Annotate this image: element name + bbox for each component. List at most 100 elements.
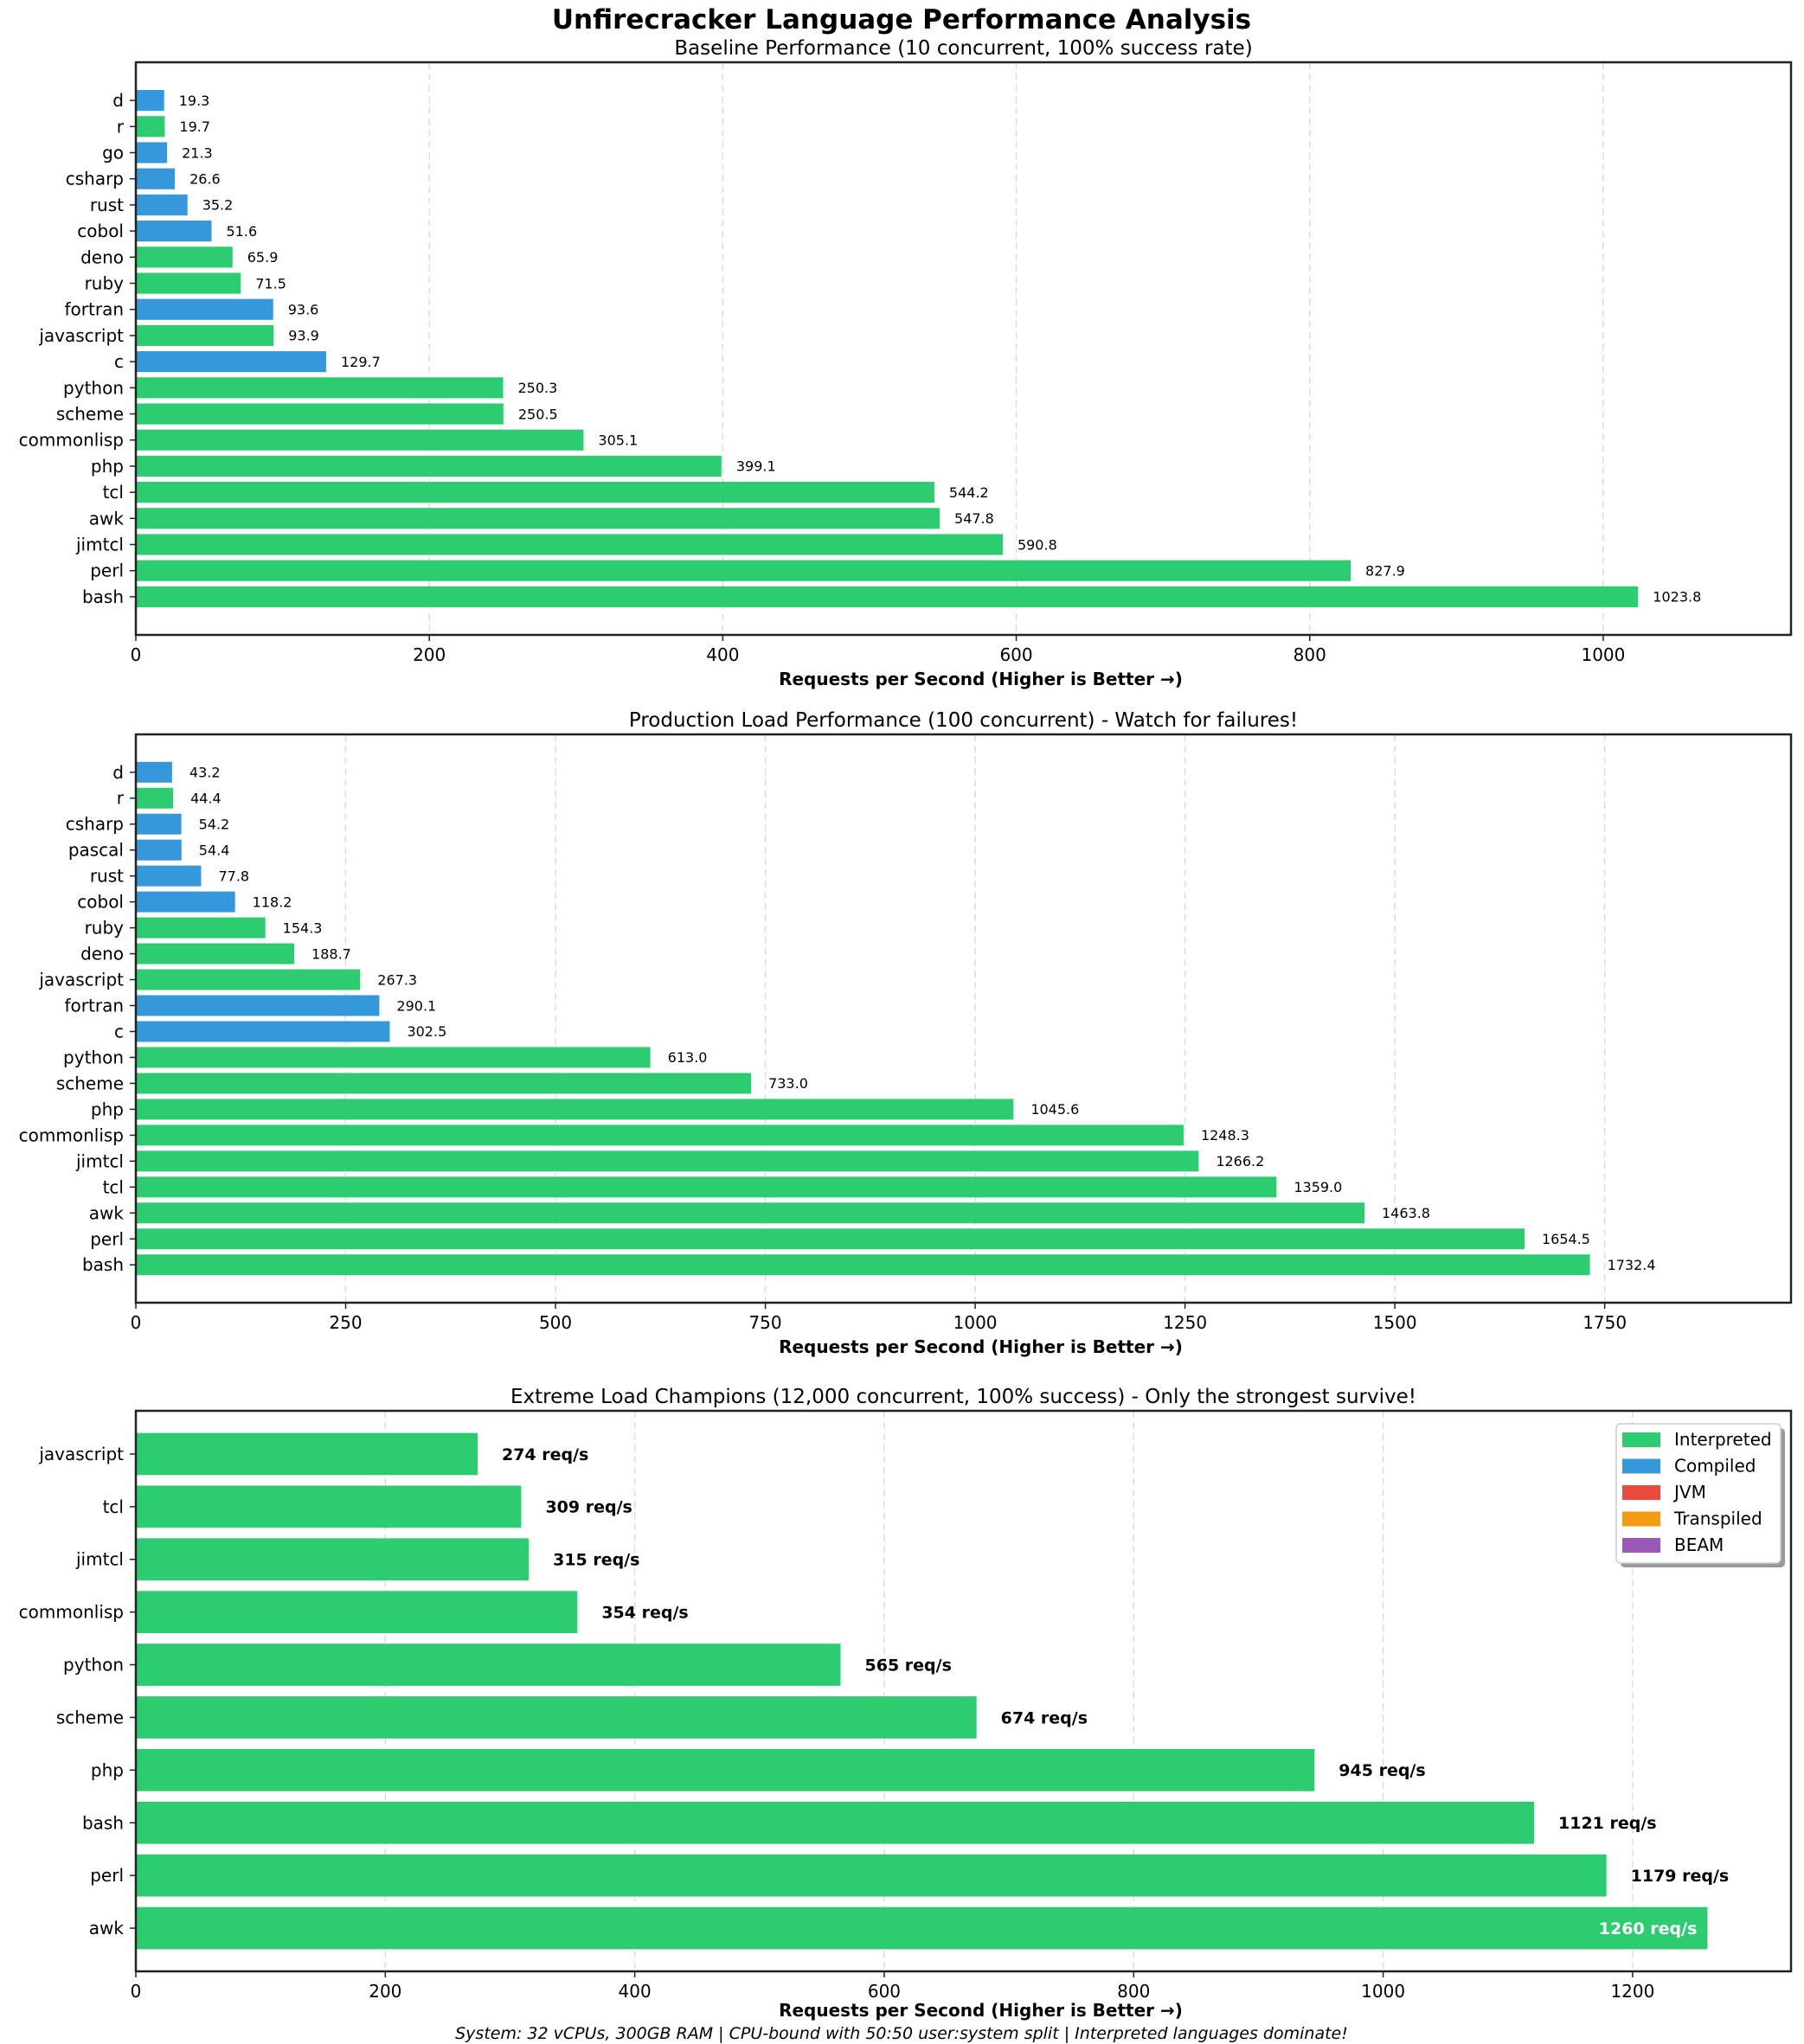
bar-r <box>136 787 174 809</box>
legend-swatch-beam <box>1622 1538 1660 1553</box>
category-label: commonlisp <box>19 1125 124 1145</box>
chart-1: 19.3 d 19.7 r 21.3 go 26.6 csharp 35.2 rust 51.6 co… <box>19 37 1793 689</box>
bar-tcl <box>136 1485 522 1528</box>
axes-frame <box>134 61 1793 637</box>
value-label: 26.6 <box>189 170 221 187</box>
value-label: 44.4 <box>190 790 221 806</box>
x-tick-label: 1000 <box>953 1312 998 1333</box>
bar-scheme <box>136 1696 977 1739</box>
category-label: csharp <box>66 169 124 189</box>
x-tick-label: 400 <box>706 644 739 665</box>
x-tick-label: 1500 <box>1373 1312 1417 1333</box>
bar-r <box>136 116 165 138</box>
bar-javascript <box>136 324 274 346</box>
bar-awk <box>136 1906 1708 1950</box>
legend-label: Interpreted <box>1674 1429 1772 1450</box>
x-tick-label: 250 <box>329 1312 362 1333</box>
value-label: 267.3 <box>377 971 417 988</box>
value-label: 1260 req/s <box>1599 1919 1698 1938</box>
value-label: 674 req/s <box>1001 1708 1088 1727</box>
chart-3: 274 req/s javascript 309 req/s tcl 315 req/s… <box>19 1386 1793 2021</box>
x-tick-label: 800 <box>1294 644 1326 665</box>
axes-frame <box>134 1409 1793 1973</box>
bar-rust <box>136 194 188 215</box>
bar-ruby <box>136 917 266 939</box>
chart-2: 43.2 d 44.4 r 54.2 csharp 54.4 pascal 77.8 rust 11… <box>19 709 1793 1357</box>
x-tick-label: 800 <box>1117 1981 1150 2002</box>
category-label: python <box>63 1655 124 1676</box>
x-tick-label: 0 <box>131 1981 142 2002</box>
category-label: scheme <box>56 1707 124 1727</box>
value-label: 118.2 <box>253 894 292 910</box>
value-label: 35.2 <box>202 197 234 214</box>
chart-title: Baseline Performance (10 concurrent, 100… <box>674 37 1252 60</box>
category-label: bash <box>82 586 124 607</box>
value-label: 547.8 <box>954 510 994 527</box>
bar-csharp <box>136 813 182 835</box>
bar-go <box>136 142 168 163</box>
bar-python <box>136 377 504 399</box>
bar-perl <box>136 560 1351 581</box>
legend-swatch-jvm <box>1622 1485 1660 1500</box>
value-label: 354 req/s <box>601 1603 688 1622</box>
bar-php <box>136 1099 1014 1120</box>
legend: Interpreted Compiled JVM Transpiled BEAM <box>1615 1423 1785 1567</box>
axes-frame <box>134 733 1793 1304</box>
bar-d <box>136 761 172 783</box>
category-label: d <box>112 90 124 111</box>
category-label: php <box>91 1099 124 1119</box>
bar-commonlisp <box>136 1591 578 1634</box>
chart-title: Extreme Load Champions (12,000 concurren… <box>510 1386 1416 1408</box>
bar-bash <box>136 1254 1590 1276</box>
bar-perl <box>136 1854 1607 1897</box>
category-label: jimtcl <box>75 535 124 555</box>
bar-pascal <box>136 839 182 861</box>
x-tick-label: 500 <box>539 1312 572 1333</box>
value-label: 65.9 <box>247 249 279 266</box>
bar-scheme <box>136 403 504 425</box>
x-tick-label: 1750 <box>1583 1312 1627 1333</box>
category-label: tcl <box>103 1496 124 1517</box>
category-label: ruby <box>85 918 125 939</box>
value-label: 1023.8 <box>1653 589 1701 606</box>
category-label: r <box>117 116 125 137</box>
bar-tcl <box>136 482 934 503</box>
value-label: 1121 req/s <box>1558 1814 1657 1833</box>
x-tick-label: 200 <box>369 1981 401 2002</box>
bar-c <box>136 1021 390 1042</box>
category-label: perl <box>90 561 124 581</box>
category-label: jimtcl <box>75 1549 124 1570</box>
value-label: 945 req/s <box>1339 1761 1425 1780</box>
x-axis-label: Requests per Second (Higher is Better →) <box>779 2000 1183 2021</box>
bar-deno <box>136 943 295 964</box>
bar-bash <box>136 1801 1535 1844</box>
bar-deno <box>136 247 233 268</box>
bar-jimtcl <box>136 1150 1199 1172</box>
value-label: 1654.5 <box>1542 1231 1590 1247</box>
category-label: bash <box>82 1254 124 1275</box>
x-tick-label: 750 <box>748 1312 781 1333</box>
bar-fortran <box>136 995 380 1016</box>
bar-awk <box>136 508 941 529</box>
value-label: 613.0 <box>668 1049 708 1066</box>
value-label: 19.7 <box>179 119 210 135</box>
legend-label: BEAM <box>1674 1535 1724 1555</box>
value-label: 93.9 <box>288 328 319 344</box>
category-label: d <box>112 762 124 783</box>
value-label: 43.2 <box>189 765 221 781</box>
category-label: r <box>117 788 125 809</box>
category-label: javascript <box>38 970 124 990</box>
bar-scheme <box>136 1073 752 1094</box>
legend-label: Transpiled <box>1673 1509 1762 1529</box>
bar-rust <box>136 865 202 887</box>
category-label: python <box>63 1047 124 1067</box>
bar-php <box>136 455 722 477</box>
category-label: cobol <box>77 221 124 241</box>
value-label: 733.0 <box>768 1075 808 1092</box>
x-tick-label: 1250 <box>1163 1312 1207 1333</box>
value-label: 399.1 <box>736 458 776 475</box>
value-label: 188.7 <box>311 945 351 962</box>
category-label: tcl <box>103 482 124 503</box>
value-label: 590.8 <box>1018 536 1057 553</box>
category-label: c <box>114 1021 124 1041</box>
